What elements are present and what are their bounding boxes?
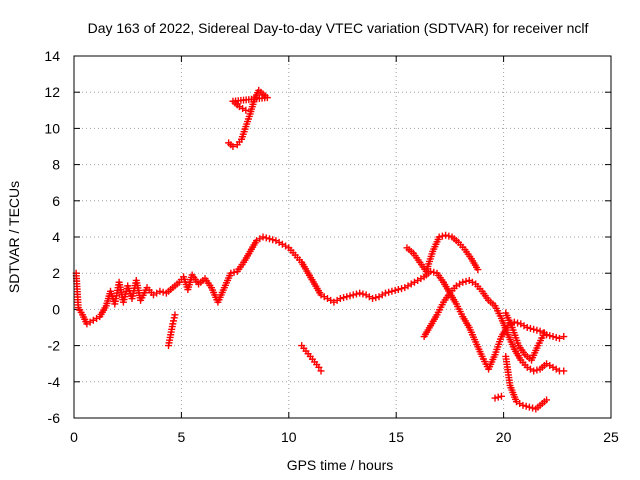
x-axis-label: GPS time / hours [287, 457, 394, 473]
data-point [343, 293, 351, 301]
data-point [549, 333, 557, 341]
y-tick-label: -2 [48, 338, 61, 354]
x-tick-label: 20 [496, 429, 512, 445]
data-point [259, 233, 267, 241]
series-lower-arc-2 [298, 342, 325, 375]
tick-labels: 0 5 10 15 20 25 -6 -4 -2 0 2 4 6 8 10 12 14 [44, 48, 619, 445]
data-point [543, 396, 551, 404]
data-point [560, 367, 568, 375]
data-point [519, 401, 527, 409]
data-point [529, 404, 537, 412]
data-point [398, 285, 406, 293]
y-tick-label: 0 [52, 301, 60, 317]
data-point [526, 324, 534, 332]
plot-border [73, 55, 612, 419]
data-point [242, 106, 250, 114]
grid-lines [74, 56, 611, 418]
data-point [265, 235, 273, 243]
series-main-trace [72, 233, 568, 373]
data-point [474, 266, 482, 274]
data-point [269, 236, 277, 244]
data-point [230, 268, 238, 276]
data-point [356, 289, 364, 297]
data-point [522, 402, 530, 410]
data-point [555, 334, 563, 342]
data-point [430, 268, 438, 276]
data-point [435, 233, 443, 241]
data-point [445, 232, 453, 240]
y-tick-label: 6 [52, 193, 60, 209]
data-point [359, 290, 367, 298]
data-point [229, 143, 237, 150]
data-point [530, 367, 538, 375]
data-point [552, 333, 560, 341]
data-point [438, 232, 446, 240]
data-point [336, 295, 344, 303]
data-point [497, 392, 505, 400]
data-point [533, 366, 541, 374]
data-point [560, 333, 568, 341]
data-point [442, 231, 450, 239]
series-late-arc-c [491, 309, 551, 413]
y-tick-label: 14 [44, 48, 60, 64]
data-point [394, 285, 402, 293]
y-axis-label: SDTVAR / TECUs [6, 181, 22, 293]
data-point [156, 287, 164, 295]
x-tick-label: 15 [388, 429, 404, 445]
data-point [372, 294, 380, 302]
data-point [459, 278, 467, 286]
chart-title: Day 163 of 2022, Sidereal Day-to-day VTE… [88, 20, 589, 36]
data-point [391, 286, 399, 294]
y-tick-label: 2 [52, 265, 60, 281]
series-late-arc-a [403, 231, 482, 275]
x-tick-label: 0 [70, 429, 78, 445]
data-point [530, 325, 538, 333]
data-point [388, 287, 396, 295]
x-tick-label: 25 [603, 429, 619, 445]
y-tick-label: 12 [44, 84, 60, 100]
data-point [525, 403, 533, 411]
data-point [491, 394, 499, 402]
data-point [546, 332, 554, 340]
y-tick-label: -6 [48, 410, 61, 426]
series-high-arc [225, 86, 271, 150]
data-point [381, 289, 389, 297]
data-point [346, 292, 354, 300]
data-point [540, 329, 548, 337]
series-lower-arc-1 [165, 311, 179, 350]
data-point [533, 326, 541, 334]
data-point [352, 290, 360, 298]
series-late-arc-b [420, 276, 568, 375]
data-points [72, 86, 568, 413]
x-tick-label: 5 [178, 429, 186, 445]
data-point [317, 367, 325, 375]
data-point [494, 393, 502, 401]
y-tick-label: 8 [52, 157, 60, 173]
data-point [159, 288, 167, 296]
data-point [523, 324, 531, 331]
y-tick-label: -4 [48, 374, 61, 390]
data-point [315, 363, 323, 371]
y-tick-label: 10 [44, 120, 60, 136]
data-point [340, 294, 348, 302]
data-point [385, 288, 393, 296]
data-point [369, 295, 377, 303]
data-point [462, 277, 470, 285]
data-point [349, 291, 357, 299]
data-point [262, 234, 270, 242]
y-tick-label: 4 [52, 229, 60, 245]
data-point [514, 319, 522, 327]
x-tick-label: 10 [281, 429, 297, 445]
data-point [227, 269, 235, 277]
data-point [171, 311, 179, 319]
